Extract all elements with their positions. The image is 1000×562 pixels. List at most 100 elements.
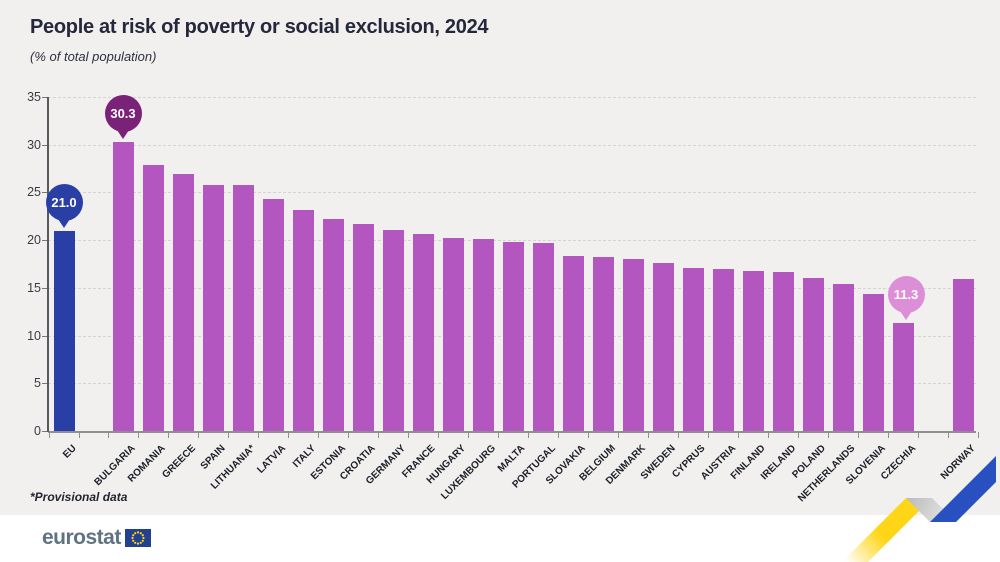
- x-axis-tick: [948, 432, 949, 438]
- gridline-35: [48, 96, 976, 98]
- bar-belgium: [592, 257, 614, 431]
- x-axis-tick: [588, 432, 589, 438]
- bar-netherlands: [832, 283, 854, 431]
- footer-band: [0, 515, 1000, 562]
- gridline-20: [48, 240, 976, 242]
- ribbon-yellow-stripe: [842, 498, 932, 562]
- y-axis-tick: [42, 96, 47, 98]
- bar-malta: [502, 241, 524, 431]
- bar-france: [412, 234, 434, 431]
- eurostat-logo-text: eurostat: [42, 526, 121, 549]
- bar-eu: [53, 230, 75, 431]
- x-label-eu: EU: [61, 443, 79, 461]
- x-axis-tick: [858, 432, 859, 438]
- y-axis-tick: [42, 383, 47, 385]
- eurostat-logo: eurostat: [42, 527, 151, 549]
- bar-germany: [382, 229, 404, 431]
- page-subtitle: (% of total population): [30, 49, 157, 64]
- bar-czechia: [892, 323, 914, 431]
- gridline-30: [48, 144, 976, 146]
- y-axis-tick: [42, 144, 47, 146]
- x-axis-tick: [768, 432, 769, 438]
- x-axis-tick: [288, 432, 289, 438]
- bar-ireland: [772, 271, 794, 431]
- x-axis-tick: [498, 432, 499, 438]
- x-label-luxembourg: LUXEMBOURG: [438, 443, 498, 502]
- x-axis-tick: [528, 432, 529, 438]
- bar-sweden: [652, 262, 674, 431]
- x-axis-tick: [618, 432, 619, 438]
- x-axis-tick: [798, 432, 799, 438]
- y-axis-label-0: 0: [34, 424, 41, 438]
- bar-slovakia: [562, 256, 584, 431]
- y-axis-label-30: 30: [27, 137, 41, 152]
- x-axis-tick: [49, 432, 50, 438]
- callout-tail-czechia: [900, 311, 912, 321]
- eurostat-ribbon-graphic: [842, 456, 996, 562]
- y-axis-label-15: 15: [27, 280, 41, 295]
- x-axis-tick: [828, 432, 829, 438]
- y-axis-label-25: 25: [27, 185, 41, 200]
- bar-cyprus: [682, 267, 704, 431]
- x-label-latvia: LATVIA: [254, 443, 288, 476]
- x-axis-line: [48, 430, 976, 433]
- x-axis-tick: [168, 432, 169, 438]
- x-axis-tick: [408, 432, 409, 438]
- bar-hungary: [442, 238, 464, 431]
- x-axis-tick: [648, 432, 649, 438]
- x-axis-tick: [438, 432, 439, 438]
- bar-romania: [142, 164, 164, 431]
- y-axis-tick: [42, 431, 47, 432]
- x-axis-tick: [79, 432, 80, 438]
- bar-lithuania: [232, 184, 254, 431]
- bar-greece: [172, 174, 194, 431]
- x-axis-tick: [318, 432, 319, 438]
- bar-latvia: [262, 199, 284, 431]
- x-axis-tick: [138, 432, 139, 438]
- bar-slovenia: [862, 293, 884, 431]
- callout-tail-eu: [58, 218, 70, 228]
- x-axis-tick: [258, 432, 259, 438]
- x-axis-tick: [378, 432, 379, 438]
- gridline-25: [48, 192, 976, 194]
- bar-croatia: [352, 223, 374, 431]
- bar-bulgaria: [112, 141, 134, 431]
- y-axis-line: [47, 96, 49, 432]
- bar-italy: [292, 210, 314, 431]
- x-axis-tick: [108, 432, 109, 438]
- x-axis-tick: [198, 432, 199, 438]
- x-axis-tick: [708, 432, 709, 438]
- x-axis-tick: [978, 432, 979, 438]
- y-axis-tick: [42, 192, 47, 194]
- eu-flag-icon: [124, 529, 151, 547]
- bar-denmark: [622, 259, 644, 431]
- callout-czechia: 11.3: [887, 276, 925, 314]
- y-axis-label-10: 10: [27, 328, 41, 343]
- x-axis-tick: [558, 432, 559, 438]
- callout-tail-bulgaria: [117, 129, 129, 139]
- x-axis-tick: [738, 432, 739, 438]
- bar-estonia: [322, 219, 344, 431]
- y-axis-tick: [42, 287, 47, 289]
- x-axis-tick: [918, 432, 919, 438]
- bar-poland: [802, 278, 824, 431]
- callout-bulgaria: 30.3: [104, 94, 142, 132]
- bar-finland: [742, 270, 764, 431]
- ribbon-blue-stripe: [930, 456, 996, 522]
- bar-luxembourg: [472, 239, 494, 431]
- x-axis-tick: [888, 432, 889, 438]
- x-axis-tick: [678, 432, 679, 438]
- y-axis-label-5: 5: [34, 376, 41, 391]
- y-axis-label-20: 20: [27, 233, 41, 248]
- provisional-data-note: *Provisional data: [30, 490, 128, 504]
- bar-spain: [202, 184, 224, 431]
- callout-eu: 21.0: [45, 183, 83, 221]
- page-title: People at risk of poverty or social excl…: [30, 16, 489, 38]
- y-axis-tick: [42, 240, 47, 242]
- y-axis-tick: [42, 335, 47, 337]
- bar-norway: [952, 279, 974, 431]
- x-axis-tick: [468, 432, 469, 438]
- x-label-italy: ITALY: [290, 443, 318, 471]
